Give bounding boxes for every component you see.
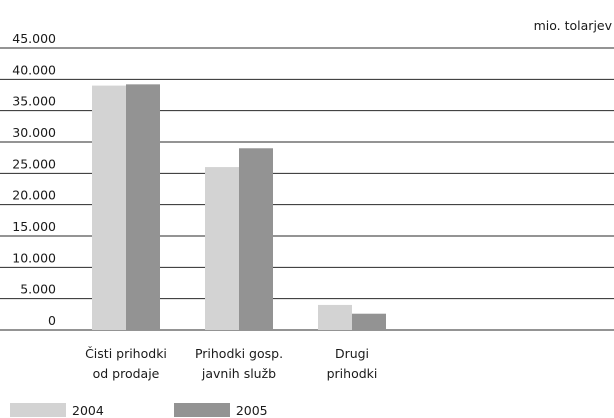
bar-2005-2 [352,313,386,330]
legend-swatch-2004 [10,403,66,417]
y-tick-label: 45.000 [12,31,56,46]
bar-2004-1 [205,167,239,330]
y-tick-label: 15.000 [12,219,56,234]
y-tick-label: 40.000 [12,62,56,77]
y-tick-label: 0 [48,313,56,328]
x-tick-label: prihodki [327,366,378,381]
legend: 2004 2005 [10,402,338,418]
x-tick-label: Prihodki gosp. [195,346,283,361]
x-tick-label: od prodaje [93,366,160,381]
x-tick-label: javnih služb [201,366,276,381]
bar-chart: 0 5.000 10.000 15.000 20.000 25.000 30.000 35.0… [0,31,614,381]
legend-label-2005: 2005 [235,402,268,418]
x-tick-label: Drugi [335,346,369,361]
legend-label-2004: 2004 [72,402,104,418]
unit-label: mio. tolarjev [533,18,612,33]
bar-2005-1 [239,148,273,330]
y-tick-label: 20.000 [12,188,56,203]
bar-2004-0 [92,85,126,330]
y-tick-label: 5.000 [20,282,56,297]
legend-item-2004: 2004 [10,403,104,418]
legend-item-2005: 2005 [173,402,268,418]
y-tick-label: 30.000 [12,125,56,140]
y-tick-label: 10.000 [12,250,56,265]
y-tick-label: 35.000 [12,94,56,109]
legend-swatch-2005 [173,403,230,417]
bar-2005-0 [126,84,160,330]
x-tick-label: Čisti prihodki [85,346,167,361]
bar-2004-2 [318,304,352,330]
y-tick-label: 25.000 [12,156,56,171]
